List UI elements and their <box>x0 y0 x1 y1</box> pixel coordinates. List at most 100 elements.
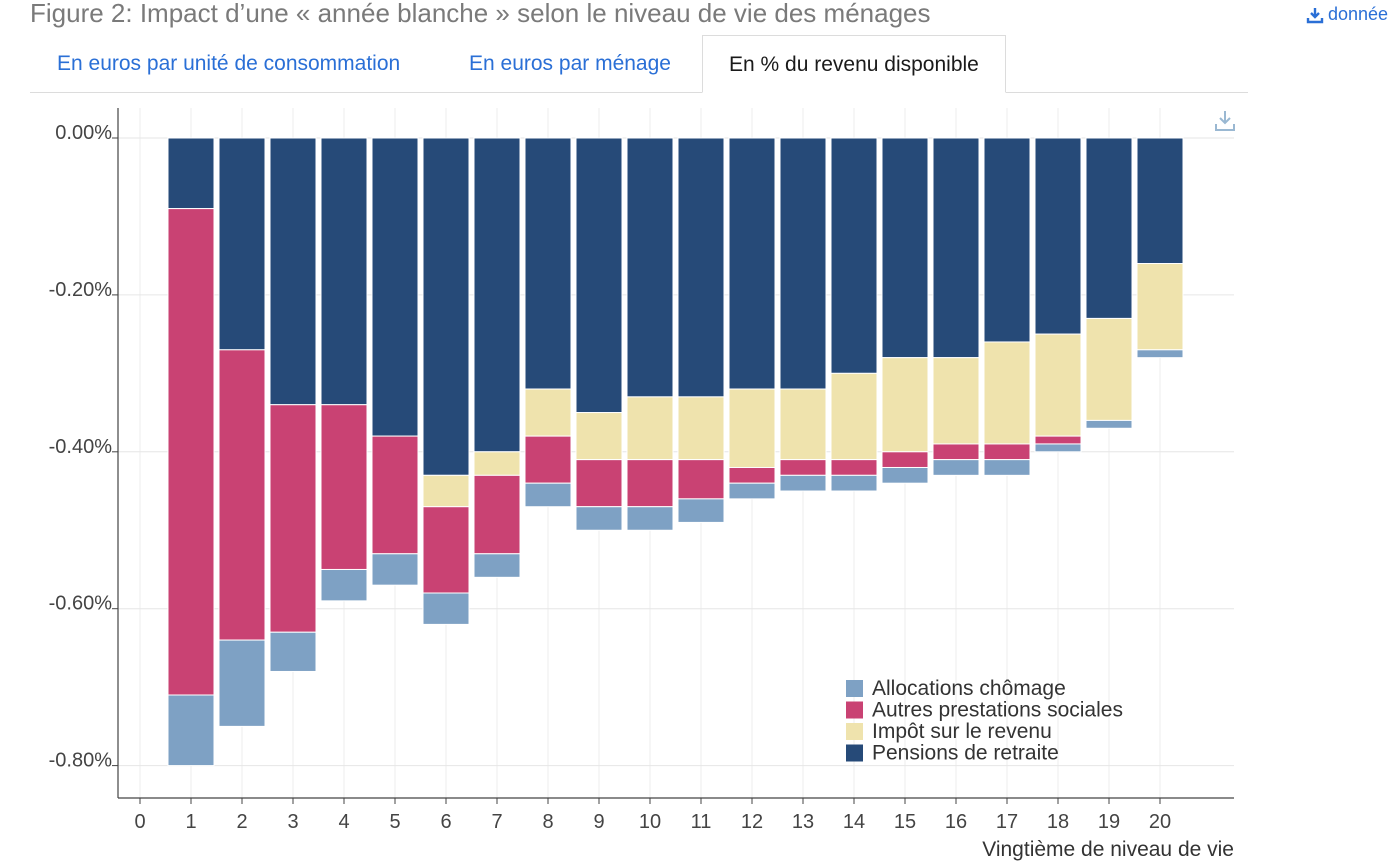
bar-segment[interactable]: Autres prestations sociales — 18 : -1.00… <box>1034 435 1082 445</box>
tab-euros-per-household[interactable]: En euros par ménage <box>469 52 671 75</box>
bar-segment[interactable]: Pensions de retraite — 2 : -27.00% <box>218 137 266 351</box>
tab-euros-per-consumption-unit[interactable]: En euros par unité de consommation <box>57 52 401 75</box>
bar-segment[interactable]: Impôt sur le revenu — 17 : -13.00% <box>983 341 1031 445</box>
bar-segment[interactable]: Allocations chômage — 18 : -1.00% <box>1034 443 1082 453</box>
bar-segment[interactable]: Autres prestations sociales — 17 : -2.00… <box>983 443 1031 461</box>
bar-segment[interactable]: Pensions de retraite — 16 : -28.00% <box>932 137 980 359</box>
tab-bar: En euros par unité de consommation En eu… <box>30 35 1248 93</box>
bar-segment[interactable]: Autres prestations sociales — 3 : -29.00… <box>269 404 317 633</box>
bar-segment[interactable]: Autres prestations sociales — 7 : -10.00… <box>473 474 521 555</box>
bar-segment[interactable]: Impôt sur le revenu — 13 : -9.00% <box>779 388 827 461</box>
bar-segment[interactable]: Pensions de retraite — 1 : -9.00% <box>167 137 215 210</box>
bar-segment[interactable]: Impôt sur le revenu — 18 : -13.00% <box>1034 333 1082 437</box>
bar-segment[interactable]: Allocations chômage — 16 : -2.00% <box>932 459 980 476</box>
bar-segment[interactable]: Autres prestations sociales — 6 : -11.00… <box>422 506 470 594</box>
bar-segment[interactable]: Impôt sur le revenu — 7 : -3.00% <box>473 451 521 476</box>
bar-segment[interactable]: Allocations chômage — 4 : -4.00% <box>320 568 368 602</box>
bar-segment[interactable]: Allocations chômage — 2 : -11.00% <box>218 639 266 727</box>
bar-segment[interactable]: Pensions de retraite — 13 : -32.00% <box>779 137 827 390</box>
bar-segment[interactable]: Impôt sur le revenu — 11 : -8.00% <box>677 396 725 461</box>
bar-segment[interactable]: Autres prestations sociales — 5 : -15.00… <box>371 435 419 555</box>
bar-segment[interactable]: Impôt sur le revenu — 10 : -8.00% <box>626 396 674 461</box>
bar-segment[interactable]: Impôt sur le revenu — 19 : -13.00% <box>1085 317 1133 421</box>
bar-segment[interactable]: Impôt sur le revenu — 14 : -11.00% <box>830 372 878 461</box>
bar-segment[interactable]: Autres prestations sociales — 15 : -2.00… <box>881 451 929 468</box>
x-tick-label: 14 <box>843 811 865 833</box>
bar-segment[interactable]: Autres prestations sociales — 16 : -2.00… <box>932 443 980 461</box>
bar-segment[interactable]: Pensions de retraite — 11 : -33.00% <box>677 137 725 398</box>
x-tick-label: 3 <box>287 811 298 833</box>
bar-segment[interactable]: Autres prestations sociales — 13 : -2.00… <box>779 459 827 476</box>
bar-segment[interactable]: Impôt sur le revenu — 15 : -12.00% <box>881 357 929 453</box>
legend-item[interactable]: Allocations chômage <box>846 677 1066 700</box>
bar-segment[interactable]: Pensions de retraite — 17 : -26.00% <box>983 137 1031 343</box>
legend-swatch <box>846 744 863 762</box>
x-tick-label: 19 <box>1098 811 1120 833</box>
bar-segment[interactable]: Allocations chômage — 8 : -3.00% <box>524 482 572 508</box>
bar-segment[interactable]: Pensions de retraite — 12 : -32.00% <box>728 137 776 390</box>
x-tick-label: 13 <box>792 811 814 833</box>
bar-segment[interactable]: Pensions de retraite — 6 : -43.00% <box>422 137 470 476</box>
bar-segment[interactable]: Autres prestations sociales — 8 : -6.00% <box>524 435 572 484</box>
legend-item[interactable]: Pensions de retraite <box>846 742 1059 765</box>
bar-segment[interactable]: Autres prestations sociales — 11 : -5.00… <box>677 459 725 500</box>
bar-segment[interactable]: Autres prestations sociales — 2 : -37.00… <box>218 349 266 641</box>
bar-segment[interactable]: Allocations chômage — 6 : -4.00% <box>422 592 470 625</box>
bar-segment[interactable]: Impôt sur le revenu — 12 : -10.00% <box>728 388 776 468</box>
bar-segment[interactable]: Allocations chômage — 7 : -3.00% <box>473 553 521 578</box>
legend-item[interactable]: Autres prestations sociales <box>846 699 1123 722</box>
bar-segment[interactable]: Autres prestations sociales — 12 : -2.00… <box>728 466 776 484</box>
bar-segment[interactable]: Pensions de retraite — 8 : -32.00% <box>524 137 572 390</box>
legend-item[interactable]: Impôt sur le revenu <box>846 720 1052 743</box>
data-download-link[interactable]: donnée <box>1306 4 1388 25</box>
x-tick-label: 0 <box>134 811 145 833</box>
bar-segment[interactable]: Impôt sur le revenu — 9 : -6.00% <box>575 412 623 461</box>
bar-segment[interactable]: Pensions de retraite — 4 : -34.00% <box>320 137 368 406</box>
bar-segment[interactable]: Pensions de retraite — 14 : -30.00% <box>830 137 878 374</box>
bar-segment[interactable]: Impôt sur le revenu — 6 : -4.00% <box>422 474 470 508</box>
bar-segment[interactable]: Allocations chômage — 9 : -3.00% <box>575 506 623 531</box>
bar-segment[interactable]: Pensions de retraite — 9 : -35.00% <box>575 137 623 414</box>
bar-segment[interactable]: Pensions de retraite — 10 : -33.00% <box>626 137 674 398</box>
tab-percent-disposable-income[interactable]: En % du revenu disponible <box>702 35 1006 93</box>
bar-segment[interactable]: Allocations chômage — 1 : -9.00% <box>167 694 215 767</box>
bar-segment[interactable]: Allocations chômage — 12 : -2.00% <box>728 482 776 500</box>
x-tick-label: 18 <box>1047 811 1069 833</box>
bar-segment[interactable]: Allocations chômage — 17 : -2.00% <box>983 459 1031 476</box>
bar-segment[interactable]: Autres prestations sociales — 1 : -62.00… <box>167 208 215 696</box>
bar-segment[interactable]: Allocations chômage — 13 : -2.00% <box>779 474 827 492</box>
bar-segment[interactable]: Pensions de retraite — 18 : -25.00% <box>1034 137 1082 335</box>
bar-segment[interactable]: Allocations chômage — 3 : -5.00% <box>269 631 317 672</box>
bar-segment[interactable]: Impôt sur le revenu — 20 : -11.00% <box>1136 263 1184 351</box>
bar-segment[interactable]: Allocations chômage — 10 : -3.00% <box>626 506 674 531</box>
bar-segment[interactable]: Allocations chômage — 20 : -1.00% <box>1136 349 1184 359</box>
bar-segment[interactable]: Pensions de retraite — 20 : -16.00% <box>1136 137 1184 265</box>
bar-segment[interactable]: Allocations chômage — 15 : -2.00% <box>881 466 929 484</box>
bar-segment[interactable]: Pensions de retraite — 19 : -23.00% <box>1085 137 1133 319</box>
bar-segment[interactable]: Allocations chômage — 5 : -4.00% <box>371 553 419 586</box>
x-tick-label: 11 <box>691 811 712 833</box>
bar-segment[interactable]: Pensions de retraite — 5 : -38.00% <box>371 137 419 437</box>
bar-segment[interactable]: Autres prestations sociales — 14 : -2.00… <box>830 459 878 476</box>
bars: Pensions de retraite — 1 : -9.00%Autres … <box>167 137 1184 767</box>
bar-segment[interactable]: Pensions de retraite — 3 : -34.00% <box>269 137 317 406</box>
x-tick-label: 17 <box>996 811 1018 833</box>
bar-segment[interactable]: Autres prestations sociales — 4 : -21.00… <box>320 404 368 570</box>
bar-segment[interactable]: Autres prestations sociales — 9 : -6.00% <box>575 459 623 508</box>
bar-segment[interactable]: Pensions de retraite — 15 : -28.00% <box>881 137 929 359</box>
bar-segment[interactable]: Impôt sur le revenu — 16 : -11.00% <box>932 357 980 445</box>
legend-label: Allocations chômage <box>872 677 1066 700</box>
legend-label: Autres prestations sociales <box>872 699 1123 722</box>
bar-segment[interactable]: Allocations chômage — 11 : -3.00% <box>677 498 725 523</box>
bar-segment[interactable]: Autres prestations sociales — 10 : -6.00… <box>626 459 674 508</box>
bar-segment[interactable]: Allocations chômage — 14 : -2.00% <box>830 474 878 492</box>
y-tick-label: -0.80% <box>49 750 113 772</box>
chart-download-icon[interactable] <box>1215 111 1235 131</box>
x-tick-label: 12 <box>741 811 763 833</box>
download-icon <box>1306 7 1324 23</box>
x-tick-label: 7 <box>491 811 502 833</box>
legend-swatch <box>846 701 863 719</box>
bar-segment[interactable]: Pensions de retraite — 7 : -40.00% <box>473 137 521 453</box>
bar-segment[interactable]: Impôt sur le revenu — 8 : -6.00% <box>524 388 572 437</box>
bar-segment[interactable]: Allocations chômage — 19 : -1.00% <box>1085 419 1133 429</box>
